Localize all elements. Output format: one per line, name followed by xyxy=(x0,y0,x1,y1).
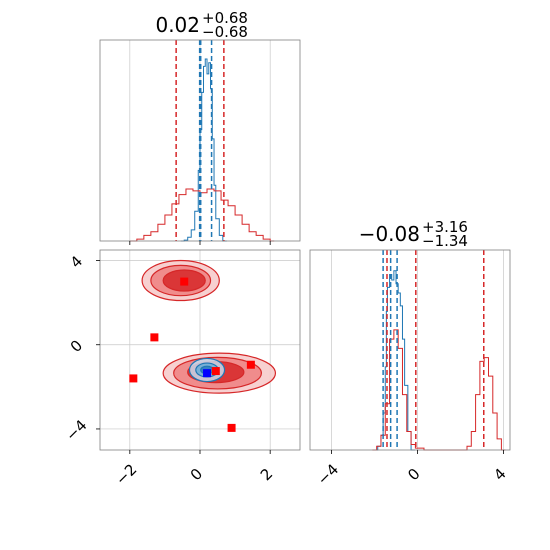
title-param-2: −0.08 xyxy=(359,222,420,246)
title-param-1: 0.02 xyxy=(155,13,200,37)
title-param-1-upper: +0.68 xyxy=(202,9,248,27)
sample-marker xyxy=(211,367,220,376)
sample-marker xyxy=(203,369,212,378)
x-tick-label: 0 xyxy=(404,465,423,484)
joint-contour-panel: −2 0 2 −4 0 4 xyxy=(62,249,301,489)
axes-frame xyxy=(309,249,511,451)
sample-marker xyxy=(180,277,189,286)
sample-marker xyxy=(150,333,159,342)
title-param-1-lower: −0.68 xyxy=(202,23,248,41)
joint-content xyxy=(100,250,300,450)
marginal-histogram-param-1 xyxy=(99,39,301,245)
marginal-histogram-param-2: −4 0 4 xyxy=(309,249,511,489)
y-tick-label: 4 xyxy=(67,252,86,271)
x-tick-label: −2 xyxy=(112,460,140,488)
x-tick-label: 0 xyxy=(187,465,206,484)
title-param-2-upper: +3.16 xyxy=(422,218,468,236)
x-tick-label: −4 xyxy=(314,460,342,488)
y-tick-label: −4 xyxy=(62,416,90,444)
sample-marker xyxy=(227,423,236,432)
histogram-series-2 xyxy=(372,329,506,451)
x-tick-label: 2 xyxy=(257,465,276,484)
histogram-series-1 xyxy=(374,270,416,451)
x-tick-label: 4 xyxy=(490,465,509,484)
histogram-series-1 xyxy=(180,58,227,242)
y-tick-label: 0 xyxy=(67,336,86,355)
sample-marker xyxy=(246,360,255,369)
histogram-series-2 xyxy=(129,188,275,242)
title-param-2-lower: −1.34 xyxy=(422,232,468,250)
sample-marker xyxy=(129,374,138,383)
